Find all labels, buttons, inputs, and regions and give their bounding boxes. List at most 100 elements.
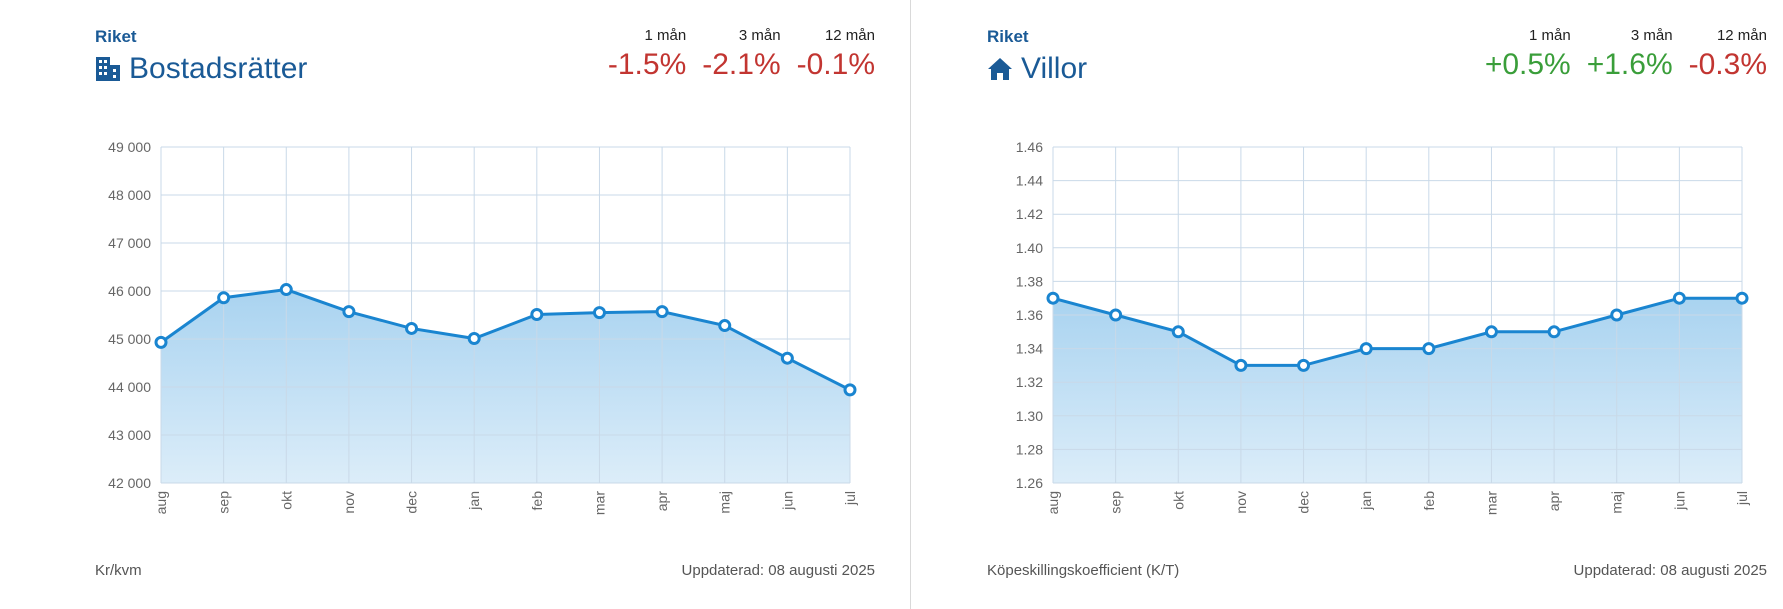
panel-title: Villor: [987, 52, 1087, 86]
x-tick-label: maj: [1609, 491, 1625, 514]
house-icon: [988, 58, 1012, 80]
stat-label: 3 mån: [738, 27, 781, 44]
x-tick-label: mar: [1483, 491, 1499, 515]
unit-label: Köpeskillingskoefficient (K/T): [987, 562, 1180, 579]
unit-label: Kr/kvm: [95, 562, 142, 579]
x-tick-label: jul: [1734, 491, 1750, 506]
stats-group: 1 mån -1.5% 3 mån -2.1% 12 mån -0.1%: [592, 27, 875, 82]
x-tick-label: okt: [1170, 491, 1186, 510]
data-point: [780, 351, 794, 365]
region-label: Riket: [95, 27, 137, 46]
y-tick-label: 1.44: [1016, 173, 1043, 189]
y-tick-label: 1.26: [1016, 475, 1043, 491]
y-tick-label: 49 000: [108, 139, 151, 155]
updated-label: Uppdaterad: 08 augusti 2025: [1573, 562, 1767, 579]
y-tick-label: 43 000: [108, 427, 151, 443]
y-tick-label: 1.32: [1016, 374, 1043, 390]
data-point: [154, 335, 168, 349]
data-point: [405, 321, 419, 335]
x-tick-label: jul: [842, 491, 858, 506]
x-tick-label: sep: [1108, 491, 1124, 514]
x-tick-label: jun: [779, 491, 795, 511]
data-point: [1672, 291, 1686, 305]
x-tick-label: nov: [1233, 491, 1249, 514]
stats-group: 1 mån +0.5% 3 mån +1.6% 12 mån -0.3%: [1469, 27, 1767, 82]
data-point: [843, 383, 857, 397]
y-tick-label: 45 000: [108, 331, 151, 347]
y-tick-label: 44 000: [108, 379, 151, 395]
panel-bostadsratter: Riket Bostadsrätter 1 mån -1.5% 3 mån -2…: [0, 0, 891, 609]
data-point: [1422, 342, 1436, 356]
panel-villor: Riket Villor 1 mån +0.5% 3 mån +1.6% 12 …: [892, 0, 1783, 609]
stat-1-man: 1 mån -1.5%: [608, 27, 686, 82]
x-tick-label: okt: [278, 491, 294, 510]
x-tick-label: apr: [654, 491, 670, 512]
panel-divider: [910, 0, 911, 609]
x-tick-label: nov: [341, 491, 357, 514]
data-point: [1297, 358, 1311, 372]
data-point: [530, 308, 544, 322]
region-label: Riket: [987, 27, 1029, 46]
area-fill: [1053, 298, 1742, 483]
series-line: [1052, 296, 1742, 367]
data-point: [1109, 308, 1123, 322]
stat-label: 12 mån: [824, 27, 875, 44]
y-tick-label: 47 000: [108, 235, 151, 251]
stat-value: -1.5%: [607, 48, 687, 81]
data-point: [655, 305, 669, 319]
y-tick-label: 1.30: [1016, 408, 1043, 424]
data-point: [342, 305, 356, 319]
stat-3-man: 3 mån +1.6%: [1587, 27, 1673, 82]
data-point: [1359, 342, 1373, 356]
x-tick-label: jan: [1358, 491, 1374, 511]
data-point: [217, 291, 231, 305]
x-tick-label: jun: [1671, 491, 1687, 511]
y-tick-label: 42 000: [108, 475, 151, 491]
x-tick-label: aug: [153, 491, 169, 514]
data-point: [1610, 308, 1624, 322]
data-point: [1547, 325, 1561, 339]
x-tick-label: aug: [1045, 491, 1061, 514]
panel-title-text: Bostadsrätter: [129, 52, 308, 85]
stat-3-man: 3 mån -2.1%: [702, 27, 780, 82]
panel-title: Bostadsrätter: [95, 52, 307, 86]
data-point: [279, 283, 293, 297]
stat-12-man: 12 mån -0.1%: [797, 27, 875, 82]
data-point: [1171, 325, 1185, 339]
chart-bostadsratter: 42 000 43 000 44 000 45 000 46 000 47 000 48 0…: [108, 139, 858, 515]
data-point: [1484, 325, 1498, 339]
y-tick-label: 48 000: [108, 187, 151, 203]
stat-label: 3 mån: [1630, 27, 1673, 44]
y-tick-label: 1.28: [1016, 441, 1043, 457]
data-point: [718, 319, 732, 333]
y-tick-label: 1.42: [1016, 206, 1043, 222]
x-tick-label: dec: [404, 491, 420, 514]
y-tick-label: 46 000: [108, 283, 151, 299]
stat-label: 1 mån: [644, 27, 687, 44]
stat-value: -2.1%: [702, 48, 781, 81]
stat-value: -0.1%: [796, 48, 875, 81]
data-point: [467, 332, 481, 346]
data-point: [1046, 291, 1060, 305]
series-line: [160, 288, 851, 392]
chart-villor: 1.26 1.28 1.30 1.32 1.34 1.36 1.38 1.40 1.42 1.44…: [1016, 139, 1750, 515]
x-tick-label: sep: [216, 491, 232, 514]
y-tick-label: 1.40: [1016, 240, 1043, 256]
x-tick-label: apr: [1546, 491, 1562, 512]
y-tick-label: 1.36: [1016, 307, 1043, 323]
building-icon: [96, 57, 120, 81]
stat-value: +0.5%: [1484, 48, 1571, 81]
data-point: [592, 306, 606, 320]
x-tick-label: feb: [529, 491, 545, 511]
stat-value: -0.3%: [1688, 48, 1767, 81]
data-point: [1234, 358, 1248, 372]
stat-label: 12 mån: [1716, 27, 1767, 44]
y-tick-label: 1.46: [1016, 139, 1043, 155]
x-tick-label: jan: [466, 491, 482, 511]
x-tick-label: maj: [717, 491, 733, 514]
y-tick-label: 1.38: [1016, 273, 1043, 289]
updated-label: Uppdaterad: 08 augusti 2025: [681, 562, 875, 579]
x-tick-label: feb: [1421, 491, 1437, 511]
area-fill: [161, 289, 850, 483]
y-tick-label: 1.34: [1016, 341, 1043, 357]
